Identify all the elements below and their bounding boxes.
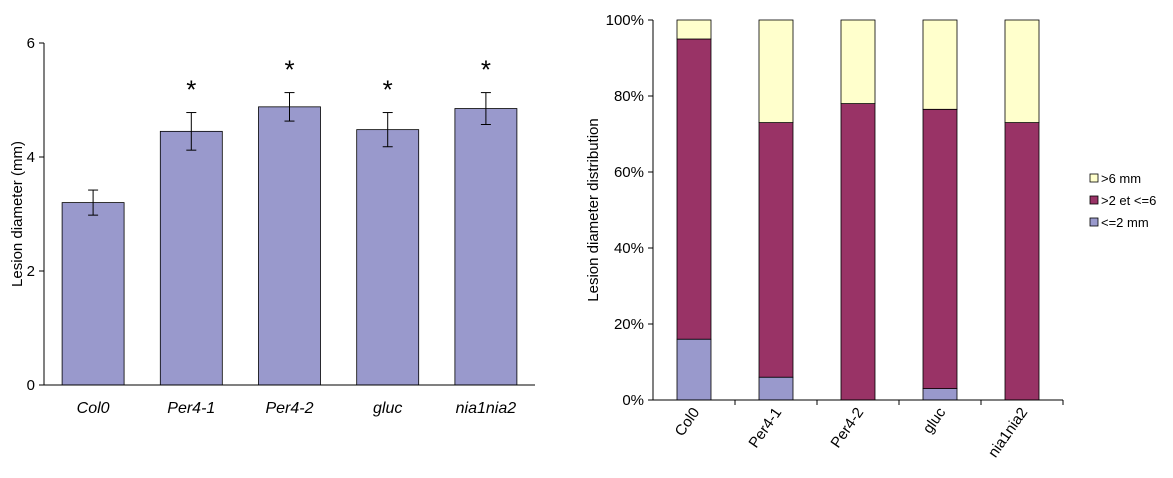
chart1-bar [61, 202, 125, 386]
lesion-diameter-chart: Lesion diameter (mm) 0 2 4 6 * * * * Col0 Per4-… [9, 35, 535, 417]
chart1-category-label: Col0 [77, 400, 110, 417]
chart1-category-label: nia1nia2 [456, 400, 517, 417]
chart2-bar-segment [676, 38, 712, 340]
chart2-bar-segment [676, 338, 712, 401]
chart2-bar-segment [922, 388, 958, 401]
chart2-bar-segment [1004, 19, 1040, 123]
chart1-significance-mark: * [383, 75, 393, 105]
chart2-category-label: Per4-1 [746, 405, 786, 452]
chart1-bar [258, 106, 321, 386]
chart2-bar-segment [1004, 122, 1040, 401]
chart2-category-label: gluc [920, 404, 950, 437]
chart2-bar-segment [840, 19, 876, 104]
chart2-bar-segment [922, 108, 958, 389]
chart2-bar-segment [758, 19, 794, 123]
legend-swatch [1089, 217, 1099, 227]
legend-swatch [1089, 195, 1099, 205]
chart2-ytick-label: 100% [606, 12, 644, 29]
chart2-bar-segment [758, 122, 794, 378]
chart1-bar [159, 130, 223, 386]
chart2-ytick-label: 0% [622, 392, 644, 409]
legend-swatch [1089, 173, 1099, 183]
chart1-ytick-label: 6 [27, 35, 35, 52]
legend-label: >2 et <=6 [1101, 193, 1156, 208]
chart2-category-label: Per4-2 [828, 405, 868, 452]
chart1-ytick-label: 2 [27, 263, 35, 280]
chart1-bar [454, 108, 518, 386]
chart1-bar [356, 129, 420, 386]
legend-label: <=2 mm [1101, 215, 1149, 230]
chart2-bar-segment [676, 19, 712, 40]
chart1-ytick-label: 0 [27, 377, 35, 394]
chart1-category-label: Per4-2 [265, 400, 313, 417]
chart2-category-label: Col0 [672, 405, 704, 440]
chart2-bar-segment [922, 19, 958, 110]
chart1-significance-mark: * [186, 75, 196, 105]
chart1-ylabel: Lesion diameter (mm) [9, 141, 26, 287]
chart2-ytick-label: 40% [614, 240, 644, 257]
chart2-bar-segment [758, 376, 794, 401]
chart2-ytick-label: 60% [614, 164, 644, 181]
chart2-ytick-label: 20% [614, 316, 644, 333]
chart2-category-label: nia1nia2 [985, 405, 1031, 461]
chart1-significance-mark: * [481, 55, 491, 85]
chart2-ylabel: Lesion diameter distribution [585, 118, 602, 301]
chart1-significance-mark: * [284, 55, 294, 85]
chart2-legend: >6 mm >2 et <=6 <=2 mm [1089, 171, 1156, 230]
legend-label: >6 mm [1101, 171, 1141, 186]
chart2-ytick-label: 80% [614, 88, 644, 105]
lesion-distribution-chart: Lesion diameter distribution 0% 20% 40% 60%… [585, 12, 1156, 461]
chart1-ytick-label: 4 [27, 149, 35, 166]
chart1-category-label: Per4-1 [167, 400, 215, 417]
chart1-category-label: gluc [373, 400, 402, 417]
chart2-bar-segment [840, 103, 876, 401]
